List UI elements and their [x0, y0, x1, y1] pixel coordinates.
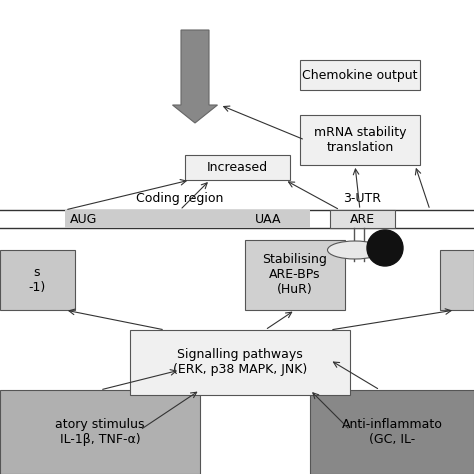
Text: UAA: UAA — [255, 212, 282, 226]
Bar — [130, 330, 350, 395]
Bar — [300, 115, 420, 165]
Text: atory stimulus
IL-1β, TNF-α): atory stimulus IL-1β, TNF-α) — [55, 418, 145, 446]
Bar — [65, 210, 310, 228]
Text: 3-UTR: 3-UTR — [343, 191, 381, 204]
Text: Chemokine output: Chemokine output — [302, 69, 418, 82]
Bar — [245, 240, 345, 310]
FancyArrow shape — [173, 30, 218, 123]
Bar — [300, 60, 420, 90]
Ellipse shape — [328, 241, 383, 259]
Bar — [0, 390, 200, 474]
Text: mRNA stability
translation: mRNA stability translation — [314, 126, 406, 154]
Bar — [310, 390, 474, 474]
Text: s
-1): s -1) — [28, 266, 46, 294]
Text: Anti-inflammato
(GC, IL-: Anti-inflammato (GC, IL- — [342, 418, 442, 446]
Text: Coding region: Coding region — [137, 191, 224, 204]
Text: Increased: Increased — [207, 161, 267, 173]
Bar — [330, 210, 395, 228]
Text: AUG: AUG — [70, 212, 97, 226]
Text: ARE: ARE — [349, 212, 374, 226]
Text: Stabilising
ARE-BPs
(HuR): Stabilising ARE-BPs (HuR) — [263, 254, 328, 297]
Text: Signalling pathways
(ERK, p38 MAPK, JNK): Signalling pathways (ERK, p38 MAPK, JNK) — [173, 348, 307, 376]
Bar — [440, 250, 474, 310]
Bar — [185, 155, 290, 180]
Bar — [0, 250, 75, 310]
Circle shape — [367, 230, 403, 266]
